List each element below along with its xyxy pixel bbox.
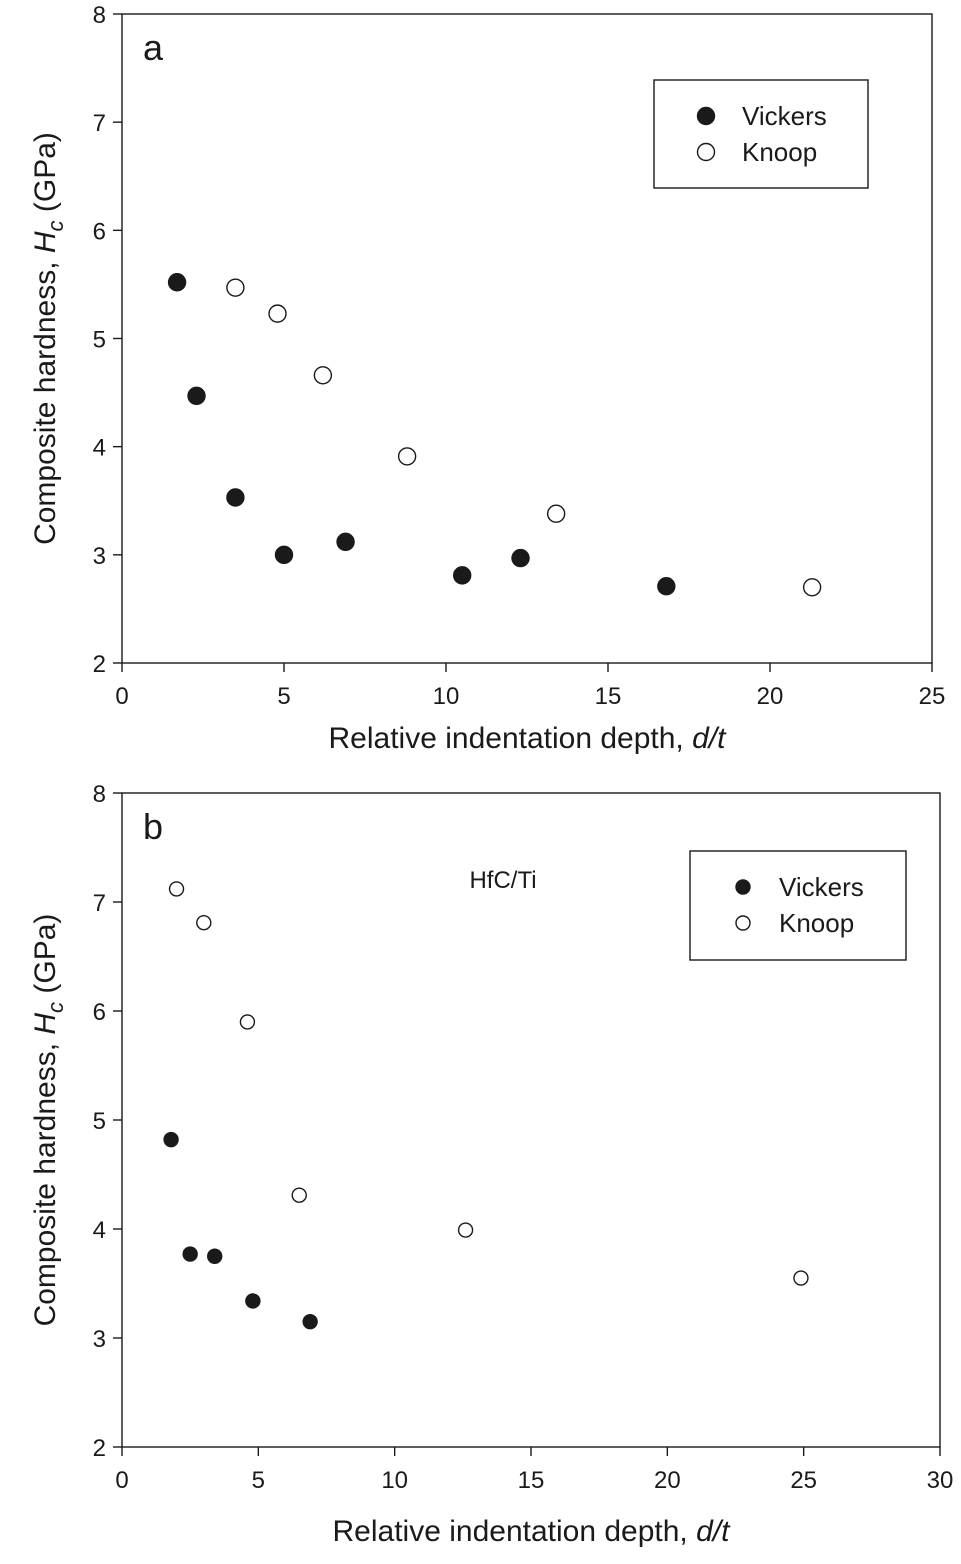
- y-axis-title-italic: H: [29, 1013, 62, 1035]
- y-tick-label: 8: [93, 2, 106, 29]
- data-point-vickers: [182, 1246, 198, 1262]
- data-point-knoop: [457, 1222, 474, 1238]
- x-tick-label: 20: [757, 683, 784, 710]
- legend-label-vickers: Vickers: [779, 872, 864, 902]
- data-point-knoop: [802, 578, 822, 597]
- y-tick-label: 3: [93, 1326, 106, 1353]
- y-tick-label: 6: [93, 999, 106, 1026]
- x-tick-label: 5: [277, 683, 290, 710]
- legend-label-knoop: Knoop: [779, 908, 854, 938]
- x-axis-title-text: Relative indentation depth,: [329, 722, 693, 755]
- legend-label-knoop: Knoop: [742, 137, 817, 167]
- y-axis-title-italic: H: [29, 231, 62, 253]
- annotation-label: HfC/Ti: [469, 867, 536, 894]
- data-point-knoop: [196, 915, 212, 931]
- y-axis-title-text: Composite hardness,: [29, 1035, 62, 1327]
- y-axis-title-text: Composite hardness,: [29, 253, 62, 545]
- data-point-knoop: [168, 881, 185, 897]
- data-point-knoop: [546, 504, 566, 523]
- y-axis-title: Composite hardness, Hc (GPa): [29, 914, 68, 1327]
- legend-marker-knoop: [696, 142, 716, 162]
- y-tick-label: 5: [93, 327, 106, 354]
- legend-marker-vickers: [696, 106, 716, 126]
- y-tick-label: 8: [93, 781, 106, 808]
- y-tick-label: 3: [93, 543, 106, 570]
- data-point-vickers: [226, 488, 245, 507]
- x-tick-label: 15: [518, 1467, 545, 1494]
- data-point-vickers: [336, 532, 355, 552]
- x-tick-label: 0: [115, 1467, 128, 1494]
- data-point-knoop: [793, 1270, 809, 1286]
- x-axis-title-italic: d/t: [696, 1515, 731, 1548]
- x-tick-label: 20: [654, 1467, 681, 1494]
- data-point-knoop: [239, 1014, 256, 1030]
- x-axis-title-italic: d/t: [692, 722, 727, 755]
- y-tick-label: 2: [93, 1435, 106, 1462]
- panel-letter: a: [143, 27, 164, 68]
- y-tick-label: 2: [93, 651, 106, 678]
- legend-label-vickers: Vickers: [742, 101, 827, 131]
- x-tick-label: 10: [433, 683, 460, 710]
- chart-panel-a: 0 5 10 15 20 25 2 3 4 5 6 7 8 Relative indentation de…: [29, 2, 945, 755]
- x-axis-title-text: Relative indentation depth,: [333, 1515, 697, 1548]
- x-axis-title: Relative indentation depth, d/t: [333, 1515, 732, 1548]
- legend-box: [653, 79, 869, 189]
- y-tick-label: 4: [93, 1217, 106, 1244]
- data-point-vickers: [274, 545, 294, 565]
- data-point-knoop: [397, 447, 417, 466]
- y-tick-label: 7: [93, 110, 106, 137]
- data-point-vickers: [453, 566, 472, 585]
- data-point-vickers: [167, 273, 187, 292]
- y-axis-title-subscript: c: [43, 220, 68, 231]
- x-tick-label: 30: [927, 1467, 954, 1494]
- legend: Vickers Knoop: [689, 850, 907, 961]
- chart-panel-b: 0 5 10 15 20 25 30 2 3 4 5 6 7 8 Relative indentation …: [29, 781, 953, 1548]
- x-tick-label: 10: [381, 1467, 408, 1494]
- y-tick-label: 7: [93, 890, 106, 917]
- legend-marker-vickers: [735, 879, 751, 895]
- x-tick-label: 25: [790, 1467, 817, 1494]
- panel-letter: b: [143, 806, 163, 847]
- x-tick-label: 15: [595, 683, 622, 710]
- y-axis-title-unit: (GPa): [29, 132, 62, 220]
- data-point-vickers: [657, 577, 676, 596]
- y-tick-label: 4: [93, 435, 106, 462]
- data-point-vickers: [302, 1313, 318, 1330]
- x-tick-label: 25: [919, 683, 946, 710]
- data-point-vickers: [511, 548, 530, 568]
- data-point-vickers: [207, 1248, 223, 1264]
- data-point-knoop: [226, 278, 245, 297]
- y-axis-title: Composite hardness, Hc (GPa): [29, 132, 68, 545]
- data-point-knoop: [313, 366, 333, 385]
- x-tick-label: 5: [252, 1467, 265, 1494]
- x-tick-label: 0: [115, 683, 128, 710]
- data-point-vickers: [245, 1293, 261, 1309]
- y-axis-title-subscript: c: [43, 1002, 68, 1013]
- legend: Vickers Knoop: [653, 79, 869, 189]
- y-tick-label: 6: [93, 218, 106, 245]
- legend-marker-knoop: [735, 915, 751, 931]
- data-point-vickers: [163, 1131, 179, 1148]
- legend-box: [689, 850, 907, 961]
- data-point-knoop: [268, 304, 287, 323]
- y-tick-label: 5: [93, 1108, 106, 1135]
- y-axis-title-unit: (GPa): [29, 914, 62, 1002]
- data-point-knoop: [291, 1187, 307, 1203]
- data-point-vickers: [187, 386, 206, 406]
- x-axis-title: Relative indentation depth, d/t: [329, 722, 728, 755]
